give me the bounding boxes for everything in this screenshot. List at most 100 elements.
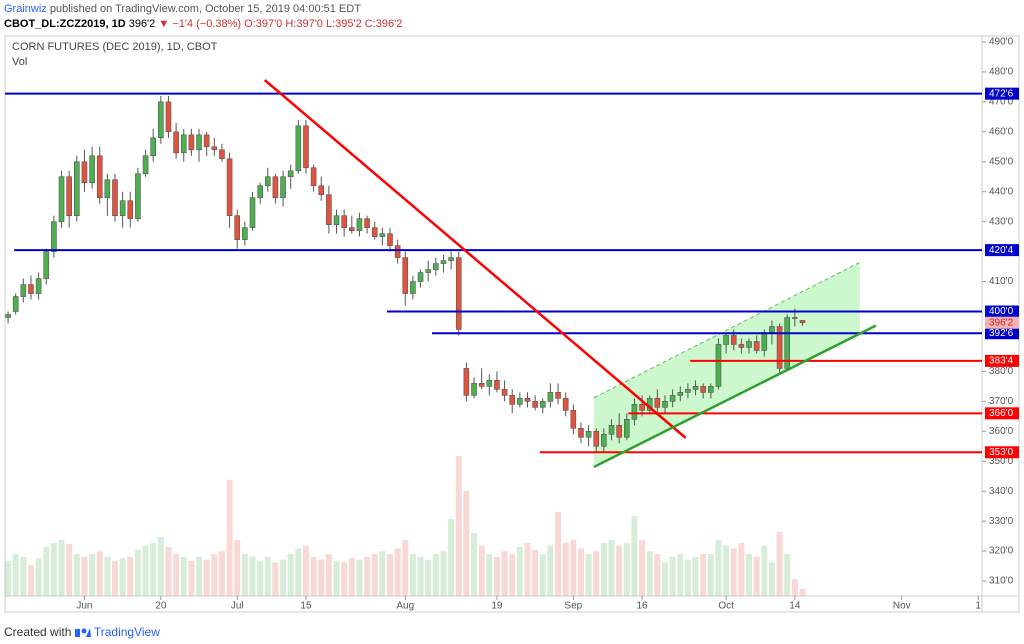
candle-body: [769, 326, 775, 333]
volume-bar: [585, 554, 592, 596]
volume-bar: [707, 554, 714, 596]
published: published on TradingView.com, October 15…: [49, 3, 361, 15]
candle-body: [43, 251, 50, 279]
volume-bar: [577, 548, 584, 596]
candle-body: [226, 158, 233, 216]
created: Created with: [4, 625, 72, 639]
volume-bar: [211, 554, 218, 596]
candle-body: [96, 155, 103, 199]
y-tick-label: 320'0: [989, 546, 1014, 557]
candle-body: [379, 233, 386, 237]
volume-bar: [96, 551, 103, 596]
x-tick-label: Jul: [231, 601, 244, 612]
candle-body: [746, 341, 752, 348]
publisher[interactable]: Grainwiz: [4, 3, 47, 15]
volume-bar: [661, 562, 668, 596]
brand[interactable]: TradingView: [93, 625, 160, 639]
y-tick-label: 470'0: [989, 97, 1014, 108]
x-tick-label: Jun: [76, 601, 92, 612]
trendline: [593, 324, 877, 469]
volume-bar: [639, 540, 646, 596]
candle-body: [585, 430, 592, 438]
volume-bar: [318, 559, 325, 596]
level-tag: [985, 87, 1019, 100]
x-tick-label: 19: [491, 601, 503, 612]
volume-bar: [89, 554, 96, 596]
volume-bar: [700, 554, 707, 596]
candle-body: [234, 215, 241, 240]
volume-bar: [425, 559, 432, 596]
last: 396'2: [128, 18, 156, 30]
candle-body: [753, 341, 760, 351]
candle-body: [219, 149, 225, 160]
channel-upper: [593, 261, 861, 399]
y-tick-label: 330'0: [989, 516, 1014, 527]
volume-bar: [516, 547, 523, 596]
volume-bar: [81, 556, 88, 596]
candle-body: [272, 176, 279, 199]
level-label: 366'0: [989, 408, 1014, 419]
candle-body: [539, 401, 546, 408]
volume-bar: [241, 554, 248, 596]
last-price-label: 396'2: [989, 317, 1014, 328]
volume-bar: [669, 556, 676, 596]
candle-body: [203, 134, 210, 148]
x-tick-label: Nov: [893, 601, 911, 612]
volume-bar: [180, 556, 187, 596]
y-tick-label: 430'0: [989, 216, 1014, 227]
candle-body: [417, 272, 424, 282]
volume-bar: [562, 542, 569, 596]
volume-bar: [173, 554, 180, 596]
volume-bar: [12, 554, 19, 596]
candle-body: [249, 197, 256, 228]
candle-body: [547, 392, 554, 402]
candle-body: [570, 410, 577, 429]
volume-bar: [188, 561, 195, 596]
volume-bar: [776, 531, 783, 596]
candle-body: [196, 134, 202, 151]
candle-body: [792, 317, 798, 319]
candle-body: [532, 401, 538, 408]
candle-body: [654, 398, 661, 408]
candle-body: [264, 176, 271, 187]
trendline: [263, 79, 687, 439]
volume-bar: [570, 540, 577, 596]
y-tick-label: 350'0: [989, 456, 1014, 467]
candle-body: [20, 284, 27, 297]
y-tick-label: 380'0: [989, 366, 1014, 377]
volume-bar: [165, 547, 172, 596]
y-tick-label: 440'0: [989, 186, 1014, 197]
candle-body: [165, 101, 172, 133]
volume-bar: [555, 512, 562, 596]
volume-bar: [142, 545, 149, 596]
volume-bar: [463, 491, 470, 596]
candle-body: [738, 344, 745, 348]
y-tick-label: 480'0: [989, 67, 1014, 78]
volume-bar: [196, 556, 203, 596]
tv-logo: [74, 628, 91, 637]
candle-body: [119, 200, 126, 216]
level-tag: [985, 244, 1019, 257]
candle-body: [280, 176, 286, 199]
change: ▼ −1'4 (−0.38%): [158, 18, 242, 30]
candle-body: [135, 173, 141, 219]
level-tag: [985, 407, 1019, 420]
volume-bar: [272, 562, 279, 596]
ohlc: O:397'0 H:397'0 L:395'2 C:396'2: [244, 18, 403, 30]
volume-bar: [371, 554, 378, 596]
candle-body: [440, 260, 447, 264]
volume-bar: [608, 540, 615, 596]
symbol-line: CBOT_DL:ZCZ2019, 1D 396'2 ▼ −1'4 (−0.38%…: [4, 18, 402, 30]
candle-body: [66, 176, 72, 216]
volume-bar: [768, 562, 775, 596]
volume-bar: [784, 554, 791, 596]
volume-bar: [356, 559, 363, 596]
candle-body: [723, 335, 729, 345]
y-tick-label: 460'0: [989, 126, 1014, 137]
last-price-tag: [985, 316, 1019, 329]
volume-bar: [616, 545, 623, 596]
candle-body: [318, 185, 325, 196]
volume-bar: [280, 559, 287, 596]
